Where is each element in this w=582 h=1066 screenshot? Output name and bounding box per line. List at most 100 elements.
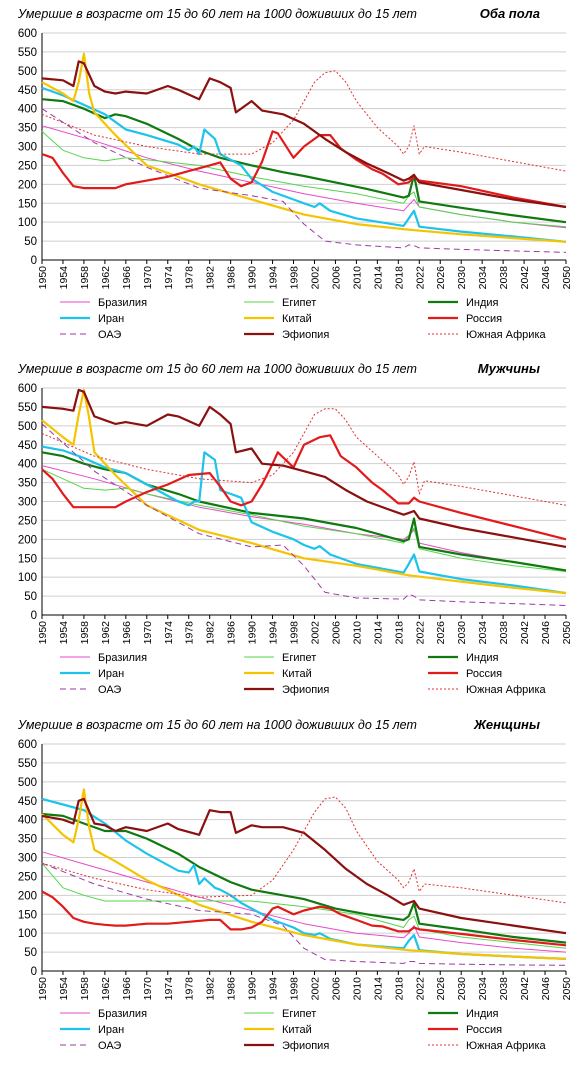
y-tick-label: 50 — [24, 591, 37, 603]
y-tick-label: 350 — [18, 834, 37, 846]
x-tick-label: 1962 — [100, 977, 112, 1001]
legend-label-south_africa: Южная Африка — [466, 684, 547, 696]
x-tick-label: 1974 — [163, 977, 175, 1001]
x-tick-label: 1958 — [79, 977, 91, 1001]
series-line-south_africa — [41, 408, 567, 506]
legend-label-russia: Россия — [466, 313, 502, 325]
y-tick-label: 250 — [18, 160, 37, 172]
legend-label-south_africa: Южная Африка — [466, 1040, 547, 1052]
x-tick-label: 2042 — [519, 621, 531, 645]
x-tick-label: 2018 — [393, 621, 405, 645]
legend-label-iran: Иран — [98, 668, 124, 680]
x-tick-label: 2006 — [330, 621, 342, 645]
x-tick-label: 1990 — [247, 977, 259, 1001]
x-tick-label: 1994 — [268, 977, 280, 1001]
x-tick-label: 1962 — [100, 621, 112, 645]
x-tick-label: 1950 — [37, 621, 49, 645]
legend-label-india: Индия — [466, 652, 499, 664]
y-tick-label: 400 — [18, 815, 37, 827]
y-tick-label: 500 — [18, 421, 37, 433]
legend-label-egypt: Египет — [282, 297, 316, 309]
series-line-russia — [41, 434, 567, 541]
x-tick-label: 2010 — [351, 266, 363, 290]
legend-label-china: Китай — [282, 668, 312, 680]
x-tick-label: 1962 — [100, 266, 112, 290]
series-line-iran — [41, 797, 567, 960]
series-line-egypt — [41, 468, 567, 572]
x-tick-label: 2030 — [456, 977, 468, 1001]
y-tick-label: 450 — [18, 85, 37, 97]
legend-label-brazil: Бразилия — [98, 652, 147, 664]
series-line-india — [41, 451, 567, 572]
x-tick-label: 2050 — [561, 621, 573, 645]
series-line-uae — [41, 108, 567, 253]
x-tick-label: 2030 — [456, 266, 468, 290]
x-tick-label: 2022 — [414, 266, 426, 290]
x-tick-label: 1986 — [226, 621, 238, 645]
series-line-china — [41, 52, 567, 243]
x-tick-label: 2026 — [435, 621, 447, 645]
legend-label-china: Китай — [282, 1024, 312, 1036]
x-tick-label: 2022 — [414, 621, 426, 645]
legend-label-iran: Иран — [98, 313, 124, 325]
x-tick-label: 2034 — [477, 977, 489, 1001]
x-tick-label: 1966 — [121, 266, 133, 290]
legend-label-uae: ОАЭ — [98, 1040, 121, 1052]
x-tick-label: 2014 — [372, 977, 384, 1001]
series-line-russia — [41, 130, 567, 209]
series-line-ethiopia — [41, 60, 567, 209]
chart-subtitle: Женщины — [473, 717, 540, 732]
series-line-uae — [41, 423, 567, 606]
legend-label-iran: Иран — [98, 1024, 124, 1036]
y-tick-label: 150 — [18, 909, 37, 921]
series-line-egypt — [41, 131, 567, 228]
series-line-iran — [41, 445, 567, 595]
y-tick-label: 600 — [18, 28, 37, 40]
y-tick-label: 450 — [18, 440, 37, 452]
y-tick-label: 150 — [18, 553, 37, 565]
series-line-india — [41, 98, 567, 224]
x-tick-label: 1954 — [58, 266, 70, 290]
x-tick-label: 2010 — [351, 621, 363, 645]
x-tick-label: 1970 — [142, 977, 154, 1001]
x-tick-label: 2030 — [456, 621, 468, 645]
legend-label-egypt: Египет — [282, 1008, 316, 1020]
y-tick-label: 0 — [31, 255, 37, 267]
series-line-china — [41, 388, 567, 595]
y-tick-label: 300 — [18, 853, 37, 865]
y-tick-label: 500 — [18, 777, 37, 789]
legend-label-uae: ОАЭ — [98, 684, 121, 696]
legend-label-russia: Россия — [466, 1024, 502, 1036]
x-tick-label: 1994 — [268, 621, 280, 645]
x-tick-label: 1950 — [37, 266, 49, 290]
x-tick-label: 1982 — [205, 621, 217, 645]
x-tick-label: 2002 — [309, 266, 321, 290]
series-line-south_africa — [41, 796, 567, 904]
x-tick-label: 2002 — [309, 977, 321, 1001]
y-tick-label: 200 — [18, 179, 37, 191]
x-tick-label: 2014 — [372, 621, 384, 645]
y-tick-label: 150 — [18, 198, 37, 210]
x-tick-label: 2026 — [435, 266, 447, 290]
legend-label-ethiopia: Эфиопия — [282, 329, 329, 341]
y-tick-label: 350 — [18, 478, 37, 490]
x-tick-label: 1994 — [268, 266, 280, 290]
chart-subtitle: Оба пола — [480, 6, 540, 21]
y-tick-label: 50 — [24, 947, 37, 959]
series-line-russia — [41, 890, 567, 947]
x-tick-label: 2026 — [435, 977, 447, 1001]
x-tick-label: 1954 — [58, 977, 70, 1001]
x-tick-label: 2046 — [540, 977, 552, 1001]
y-tick-label: 100 — [18, 928, 37, 940]
x-tick-label: 2034 — [477, 266, 489, 290]
legend-label-uae: ОАЭ — [98, 329, 121, 341]
series-line-uae — [41, 862, 567, 966]
x-tick-label: 2046 — [540, 621, 552, 645]
y-tick-label: 200 — [18, 534, 37, 546]
y-tick-label: 100 — [18, 572, 37, 584]
x-tick-label: 2042 — [519, 266, 531, 290]
series-line-india — [41, 812, 567, 944]
series-line-ethiopia — [41, 388, 567, 548]
